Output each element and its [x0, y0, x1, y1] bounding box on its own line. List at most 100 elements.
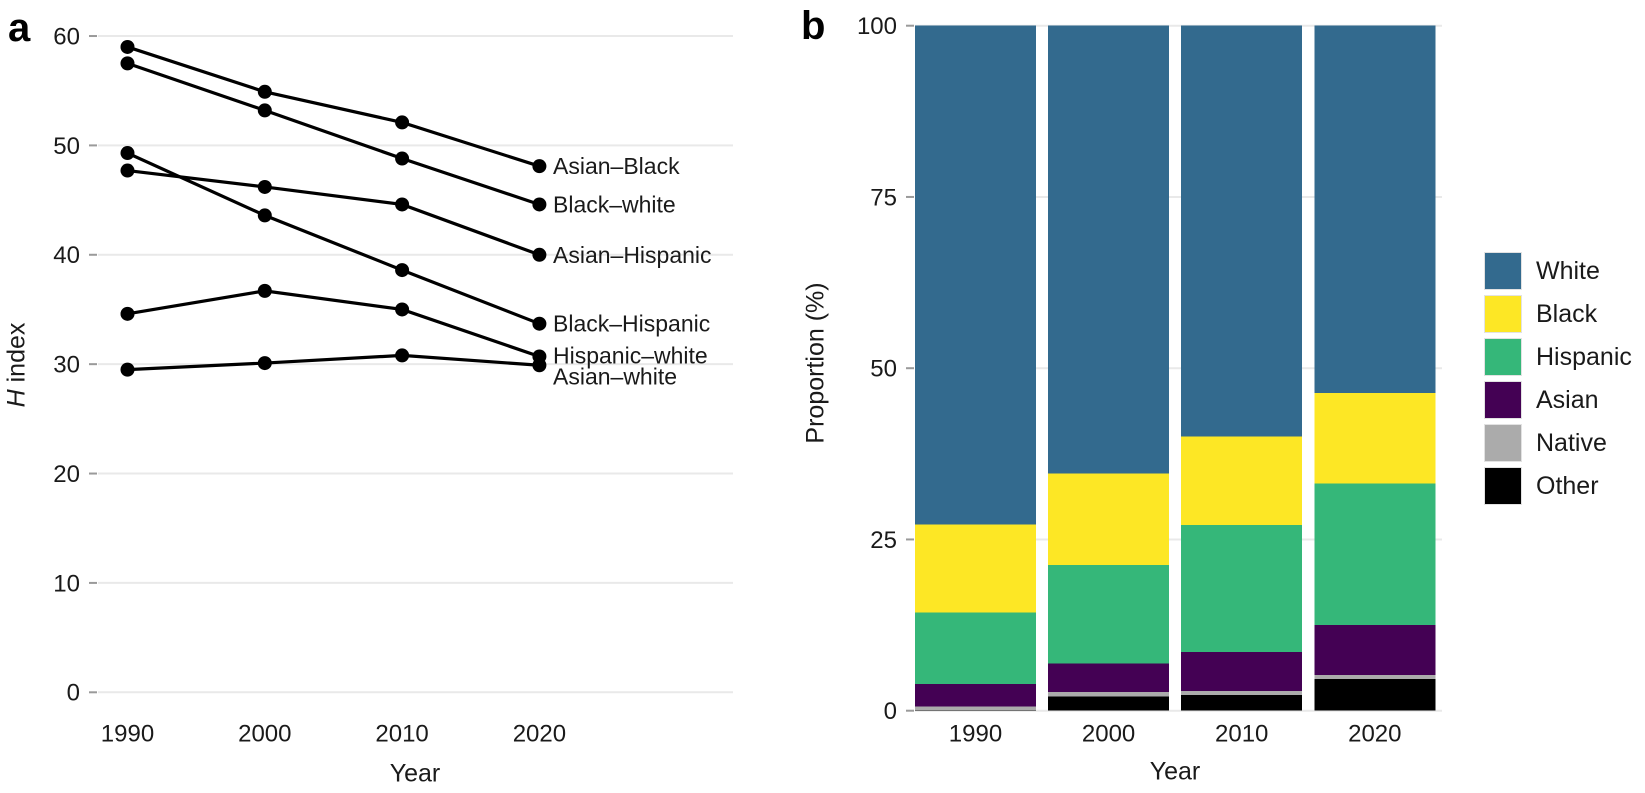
- data-point-asian-white: [395, 348, 410, 363]
- panel-a-x-axis-title: Year: [389, 759, 441, 788]
- x-tick-label: 2010: [1215, 720, 1268, 747]
- legend-item-black: Black: [1484, 295, 1632, 333]
- bar-segment-hispanic-2010: [1181, 525, 1303, 652]
- data-point-asian-hispanic: [257, 179, 272, 194]
- bar-segment-hispanic-2020: [1314, 483, 1436, 626]
- legend-item-asian: Asian: [1484, 381, 1632, 419]
- legend-item-native: Native: [1484, 424, 1632, 462]
- x-tick-label: 2000: [1082, 720, 1135, 747]
- bar-segment-white-2010: [1181, 25, 1303, 437]
- series-label-black-white: Black–white: [553, 192, 676, 218]
- bar-segment-native-2000: [1048, 692, 1170, 697]
- y-tick-label: 25: [870, 527, 897, 554]
- y-tick-label: 50: [53, 133, 80, 160]
- legend-item-white: White: [1484, 252, 1632, 290]
- bar-segment-asian-2020: [1314, 625, 1436, 676]
- legend-label-hispanic: Hispanic: [1536, 342, 1632, 371]
- data-point-asian-white: [257, 356, 272, 371]
- legend-item-hispanic: Hispanic: [1484, 338, 1632, 376]
- bar-segment-asian-2000: [1048, 663, 1170, 693]
- y-tick-label: 30: [53, 352, 80, 379]
- series-line-black-white: [126, 61, 540, 206]
- y-tick-label: 0: [884, 698, 897, 725]
- panel-b-letter: b: [801, 4, 826, 48]
- bar-segment-other-2020: [1314, 679, 1436, 711]
- x-tick-label: 2000: [238, 720, 291, 747]
- y-tick-label: 100: [857, 13, 897, 40]
- y-tick-label: 10: [53, 570, 80, 597]
- bar-segment-white-1990: [915, 25, 1036, 525]
- data-point-asian-black: [395, 115, 410, 130]
- data-point-hispanic-white: [257, 283, 272, 298]
- legend-label-black: Black: [1536, 299, 1598, 328]
- data-point-black-white: [395, 151, 410, 166]
- data-point-asian-hispanic: [395, 197, 410, 212]
- bar-segment-other-2000: [1048, 696, 1170, 711]
- legend-label-other: Other: [1536, 471, 1599, 500]
- data-point-asian-black: [257, 84, 272, 99]
- series-line-asian-black: [127, 45, 540, 168]
- legend-swatch-hispanic: [1484, 338, 1522, 376]
- bar-segment-asian-1990: [915, 683, 1036, 707]
- x-tick-label: 2020: [1348, 720, 1401, 747]
- data-point-black-white: [120, 56, 135, 71]
- legend-item-other: Other: [1484, 467, 1632, 505]
- data-point-black-white: [532, 197, 547, 212]
- x-tick-label: 2020: [513, 720, 566, 747]
- y-tick-label: 20: [53, 461, 80, 488]
- bar-segment-hispanic-1990: [915, 612, 1036, 684]
- data-point-asian-black: [532, 159, 547, 174]
- data-point-asian-black: [120, 39, 135, 54]
- legend-label-asian: Asian: [1536, 385, 1599, 414]
- bar-segment-native-1990: [915, 706, 1036, 711]
- bar-segment-native-2010: [1181, 690, 1303, 695]
- bar-segment-black-2020: [1314, 392, 1436, 484]
- y-axis-title-italic-part: H: [2, 389, 31, 408]
- data-point-asian-hispanic: [532, 247, 547, 262]
- y-axis-title-rest: index: [2, 322, 31, 390]
- bar-segment-hispanic-2000: [1048, 564, 1170, 664]
- bar-segment-other-2010: [1181, 694, 1303, 711]
- series-label-black-hispanic: Black–Hispanic: [553, 311, 710, 337]
- data-point-asian-hispanic: [120, 163, 135, 178]
- bar-segment-black-2000: [1048, 473, 1170, 565]
- data-point-hispanic-white: [120, 306, 135, 321]
- bar-segment-asian-2010: [1181, 651, 1303, 691]
- data-point-black-hispanic: [395, 263, 410, 278]
- panel-a-letter: a: [8, 6, 31, 50]
- data-point-hispanic-white: [395, 302, 410, 317]
- series-label-asian-hispanic: Asian–Hispanic: [553, 242, 712, 268]
- data-point-black-hispanic: [120, 146, 135, 161]
- series-line-asian-hispanic: [127, 168, 540, 257]
- x-tick-label: 2010: [375, 720, 428, 747]
- bar-segment-white-2020: [1314, 25, 1436, 393]
- panel-a-y-axis-title: H index: [3, 323, 32, 408]
- y-tick-label: 60: [53, 23, 80, 50]
- data-point-black-white: [257, 103, 272, 118]
- x-tick-label: 1990: [101, 720, 154, 747]
- series-line-black-hispanic: [126, 151, 540, 326]
- panel-b-x-axis-title: Year: [1149, 757, 1201, 786]
- legend-swatch-white: [1484, 252, 1522, 290]
- bar-segment-white-2000: [1048, 25, 1170, 474]
- data-point-asian-white: [120, 362, 135, 377]
- series-label-asian-white: Asian–white: [553, 363, 677, 389]
- y-tick-label: 0: [67, 680, 80, 707]
- legend-swatch-asian: [1484, 381, 1522, 419]
- bar-segment-native-2020: [1314, 675, 1436, 680]
- y-tick-label: 40: [53, 242, 80, 269]
- legend-swatch-other: [1484, 467, 1522, 505]
- legend-label-white: White: [1536, 256, 1600, 285]
- legend: White Black Hispanic Asian Native Other: [1484, 252, 1632, 505]
- data-point-asian-white: [532, 358, 547, 373]
- bar-segment-other-1990: [915, 710, 1036, 711]
- legend-label-native: Native: [1536, 428, 1607, 457]
- bar-segment-black-2010: [1181, 436, 1303, 526]
- legend-swatch-black: [1484, 295, 1522, 333]
- series-label-asian-black: Asian–Black: [553, 153, 680, 179]
- series-line-asian-white: [127, 353, 540, 372]
- legend-swatch-native: [1484, 424, 1522, 462]
- x-tick-label: 1990: [949, 720, 1002, 747]
- series-line-hispanic-white: [127, 289, 540, 359]
